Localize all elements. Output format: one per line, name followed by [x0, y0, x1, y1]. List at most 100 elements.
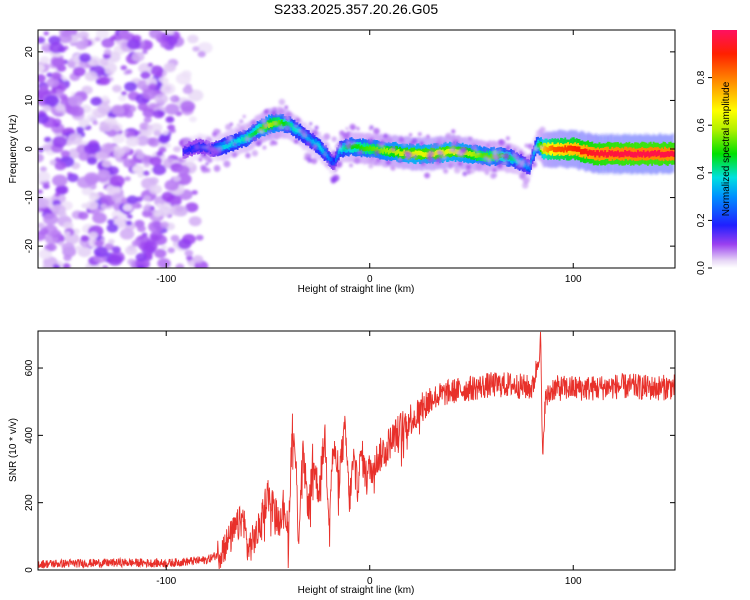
- spectrogram-noise-blob: [162, 130, 169, 136]
- spectrogram-halo-blob: [470, 143, 478, 151]
- spectrogram-ridge-cell: [424, 152, 427, 157]
- snr-xlabel: Height of straight line (km): [298, 585, 415, 596]
- spectrogram-ridge-cell: [639, 151, 642, 157]
- spectrogram-halo-blob: [213, 165, 221, 172]
- spectrogram-halo-blob: [435, 142, 439, 146]
- spectrogram-ridge-cell: [189, 148, 192, 152]
- spectrogram-noise-blob: [38, 113, 50, 124]
- spectrogram-ridge-cell: [656, 150, 659, 157]
- spectrogram-ridge-cell: [618, 152, 621, 158]
- spectrogram-ridge-cell: [578, 146, 581, 152]
- spectrogram-ridge-cell: [316, 142, 319, 147]
- spectrogram-noise-blob: [58, 211, 67, 218]
- spectrogram-ridge-cell: [356, 144, 359, 149]
- spectrogram-noise-blob: [42, 263, 54, 268]
- spectrogram-noise-blob: [153, 130, 162, 137]
- spectrogram-halo-blob: [244, 136, 251, 142]
- spectrogram-ridge-cell: [615, 151, 618, 157]
- spectrogram-halo-blob: [197, 137, 202, 143]
- spectrogram-halo-blob: [448, 147, 453, 152]
- spectrogram-ridge-cell: [255, 130, 258, 135]
- spectrogram-noise-blob: [126, 195, 138, 204]
- spectrogram-ridge-cell: [642, 150, 645, 156]
- spectrogram-ridge-cell: [421, 152, 424, 157]
- spectrogram-ridge-cell: [508, 154, 511, 160]
- spectrogram-halo-blob: [301, 132, 308, 139]
- spectrogram-noise-blob: [139, 122, 150, 130]
- spectrogram-ridge-cell: [267, 123, 270, 128]
- spectrogram-halo-blob: [539, 145, 544, 150]
- spectrogram-noise-blob: [177, 238, 192, 250]
- spectrogram-noise-blob: [150, 234, 160, 242]
- spectrogram-halo-blob: [351, 140, 356, 146]
- spectrogram-ridge-cell: [530, 160, 533, 164]
- spectrogram-noise-blob: [165, 30, 175, 36]
- spectrogram-halo-blob: [505, 146, 511, 151]
- spectrogram-halo-blob: [499, 153, 504, 158]
- spectrogram-ridge-cell: [426, 152, 429, 158]
- spectrogram-noise-blob: [148, 83, 157, 90]
- spectrogram-noise-blob: [38, 197, 49, 209]
- spectrogram-noise-blob: [109, 35, 117, 42]
- colorbar: 0.0 0.2 0.4 0.6 0.8 Normalized spectral ampl…: [696, 30, 737, 275]
- spectrogram-noise-blob: [87, 157, 98, 165]
- spectrogram-noise-blob: [111, 246, 121, 254]
- spectrogram-noise-blob: [165, 116, 175, 124]
- spectrogram-noise-blob: [189, 116, 197, 123]
- spectrogram-ridge-cell: [381, 149, 384, 154]
- spectrogram-noise-blob: [51, 57, 65, 68]
- spectrogram-noise-blob: [106, 166, 119, 176]
- spectrogram-xlabel: Height of straight line (km): [298, 284, 415, 295]
- colorbar-label: Normalized spectral amplitude: [721, 81, 732, 216]
- spectrogram-ridge-cell: [277, 120, 280, 125]
- spectrogram-ridge-cell: [465, 150, 468, 155]
- spectrogram-noise-blob: [153, 210, 162, 218]
- spectrogram-noise-blob: [77, 30, 90, 40]
- spectrogram-noise-blob: [38, 63, 45, 73]
- spectrogram-halo-blob: [201, 145, 205, 150]
- spectrogram-ridge-cell: [662, 152, 665, 158]
- spectrogram-noise-blob: [107, 254, 123, 266]
- spectrogram-noise-blob: [197, 42, 213, 54]
- spectrogram-noise-blob: [184, 249, 194, 257]
- spectrogram-ridge-cell: [326, 154, 329, 158]
- spectrogram-noise-blob: [157, 258, 171, 268]
- spectrogram-ridge-cell: [270, 122, 273, 128]
- spectrogram-halo-blob: [269, 141, 275, 146]
- spectrogram-ridge-cell: [550, 145, 552, 151]
- spectrogram-noise-blob: [77, 211, 89, 220]
- spectrogram-ridge-cell: [652, 150, 655, 157]
- spectrogram-halo-blob: [262, 145, 267, 150]
- spectrogram-ridge-cell: [252, 132, 255, 137]
- spectrogram-ridge-cell: [616, 150, 619, 156]
- spectrogram-ridge-cell: [671, 150, 674, 157]
- spectrogram-ridge-cell: [199, 144, 202, 149]
- spectrogram-noise-blob: [55, 185, 69, 195]
- spectrogram-ridge-cell: [545, 147, 548, 153]
- spectrogram-ridge-cell: [228, 142, 231, 147]
- colorbar-tick-label: 0.8: [696, 70, 707, 84]
- spectrogram-ridge-cell: [568, 145, 571, 151]
- spectrogram-halo-blob: [527, 143, 534, 150]
- spectrogram-ridge-cell: [223, 145, 226, 149]
- spectrogram-halo-blob: [338, 141, 343, 147]
- spectrogram-ridge-cell: [572, 146, 575, 152]
- spectrogram-noise-blob: [54, 52, 62, 58]
- spectrogram-ridge-cell: [592, 150, 595, 156]
- spectrogram-noise-blob: [52, 264, 61, 268]
- spectrogram-noise-blob: [173, 175, 181, 182]
- spectrogram-ridge-cell: [373, 146, 376, 151]
- spectrogram-noise-blob: [147, 62, 154, 67]
- spectrogram-ridge-cell: [416, 151, 419, 156]
- spectrogram-ridge-cell: [447, 148, 450, 154]
- spectrogram-halo-blob: [390, 165, 396, 171]
- spectrogram-noise-blob: [118, 94, 127, 102]
- spectrogram-ridge-cell: [337, 150, 340, 154]
- spectrogram-xtick-label: 0: [367, 274, 373, 285]
- spectrogram-ridge-cell: [636, 150, 639, 156]
- spectrogram-halo-blob: [257, 127, 263, 134]
- spectrogram-ridge-cell: [551, 145, 554, 151]
- spectrogram-ridge: [182, 98, 675, 189]
- spectrogram-ridge-cell: [562, 147, 565, 153]
- spectrogram-ridge-cell: [565, 147, 568, 153]
